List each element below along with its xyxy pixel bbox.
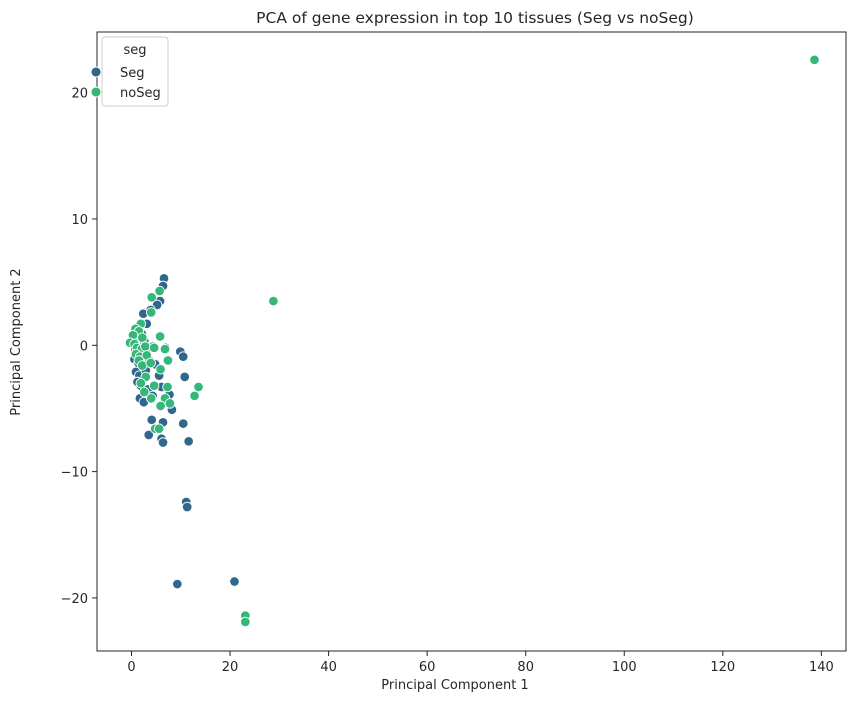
data-point-seg: [229, 576, 240, 587]
data-point-seg: [143, 429, 154, 441]
data-point-seg: [177, 351, 189, 362]
data-point-seg: [179, 371, 190, 383]
data-point-noseg: [146, 292, 157, 303]
data-point-noseg: [137, 332, 148, 343]
data-point-noseg: [153, 423, 165, 434]
y-tick-label: 0: [80, 339, 88, 354]
x-tick-label: 80: [517, 660, 534, 675]
data-point-noseg: [164, 398, 176, 409]
data-point-noseg: [155, 400, 166, 412]
legend-label-noseg: noSeg: [120, 86, 161, 101]
x-axis: 0 20 40 60 80 100 120 140: [127, 651, 834, 675]
x-tick-label: 120: [710, 660, 735, 675]
data-point-noseg: [148, 342, 160, 354]
plot-area: [124, 54, 820, 628]
chart-title: PCA of gene expression in top 10 tissues…: [256, 9, 694, 27]
data-point-noseg: [240, 616, 251, 628]
legend-title: seg: [123, 43, 146, 58]
series-noseg: [124, 54, 820, 628]
data-point-noseg: [154, 285, 165, 297]
data-point-noseg: [135, 377, 147, 389]
legend: seg Seg noSeg: [90, 36, 169, 107]
data-point-noseg: [139, 386, 150, 398]
y-tick-label: −10: [61, 466, 88, 481]
y-tick-label: 20: [71, 87, 88, 102]
y-tick-label: −20: [61, 592, 88, 607]
data-point-seg: [172, 578, 183, 590]
data-point-seg: [177, 418, 189, 429]
data-point-seg: [146, 414, 157, 426]
x-tick-label: 0: [127, 660, 135, 675]
data-point-noseg: [189, 390, 200, 402]
y-axis-label: Principal Component 2: [9, 268, 24, 415]
data-point-noseg: [140, 341, 151, 352]
plot-frame: [96, 31, 847, 652]
data-point-noseg: [162, 381, 173, 393]
x-tick-label: 140: [809, 660, 834, 675]
data-point-noseg: [159, 343, 171, 355]
data-point-noseg: [809, 54, 820, 66]
legend-marker-seg: [90, 66, 102, 78]
x-axis-label: Principal Component 1: [381, 678, 528, 693]
data-point-noseg: [154, 331, 166, 342]
data-point-noseg: [145, 393, 157, 404]
x-tick-label: 20: [222, 660, 239, 675]
data-point-noseg: [193, 381, 204, 393]
x-tick-label: 60: [419, 660, 436, 675]
legend-marker-noseg: [90, 86, 102, 98]
data-point-noseg: [268, 295, 279, 307]
legend-label-seg: Seg: [120, 66, 145, 81]
data-point-seg: [157, 437, 169, 448]
y-tick-label: 10: [71, 213, 88, 228]
data-point-noseg: [155, 364, 166, 375]
x-tick-label: 40: [320, 660, 337, 675]
data-point-seg: [181, 501, 193, 513]
data-point-seg: [183, 436, 194, 447]
legend-box: [101, 36, 169, 107]
data-point-noseg: [148, 380, 160, 391]
x-tick-label: 100: [612, 660, 637, 675]
data-point-noseg: [145, 357, 156, 369]
data-point-noseg: [162, 355, 174, 366]
data-point-noseg: [145, 307, 157, 318]
y-axis: −20 −10 0 10 20: [61, 87, 97, 607]
